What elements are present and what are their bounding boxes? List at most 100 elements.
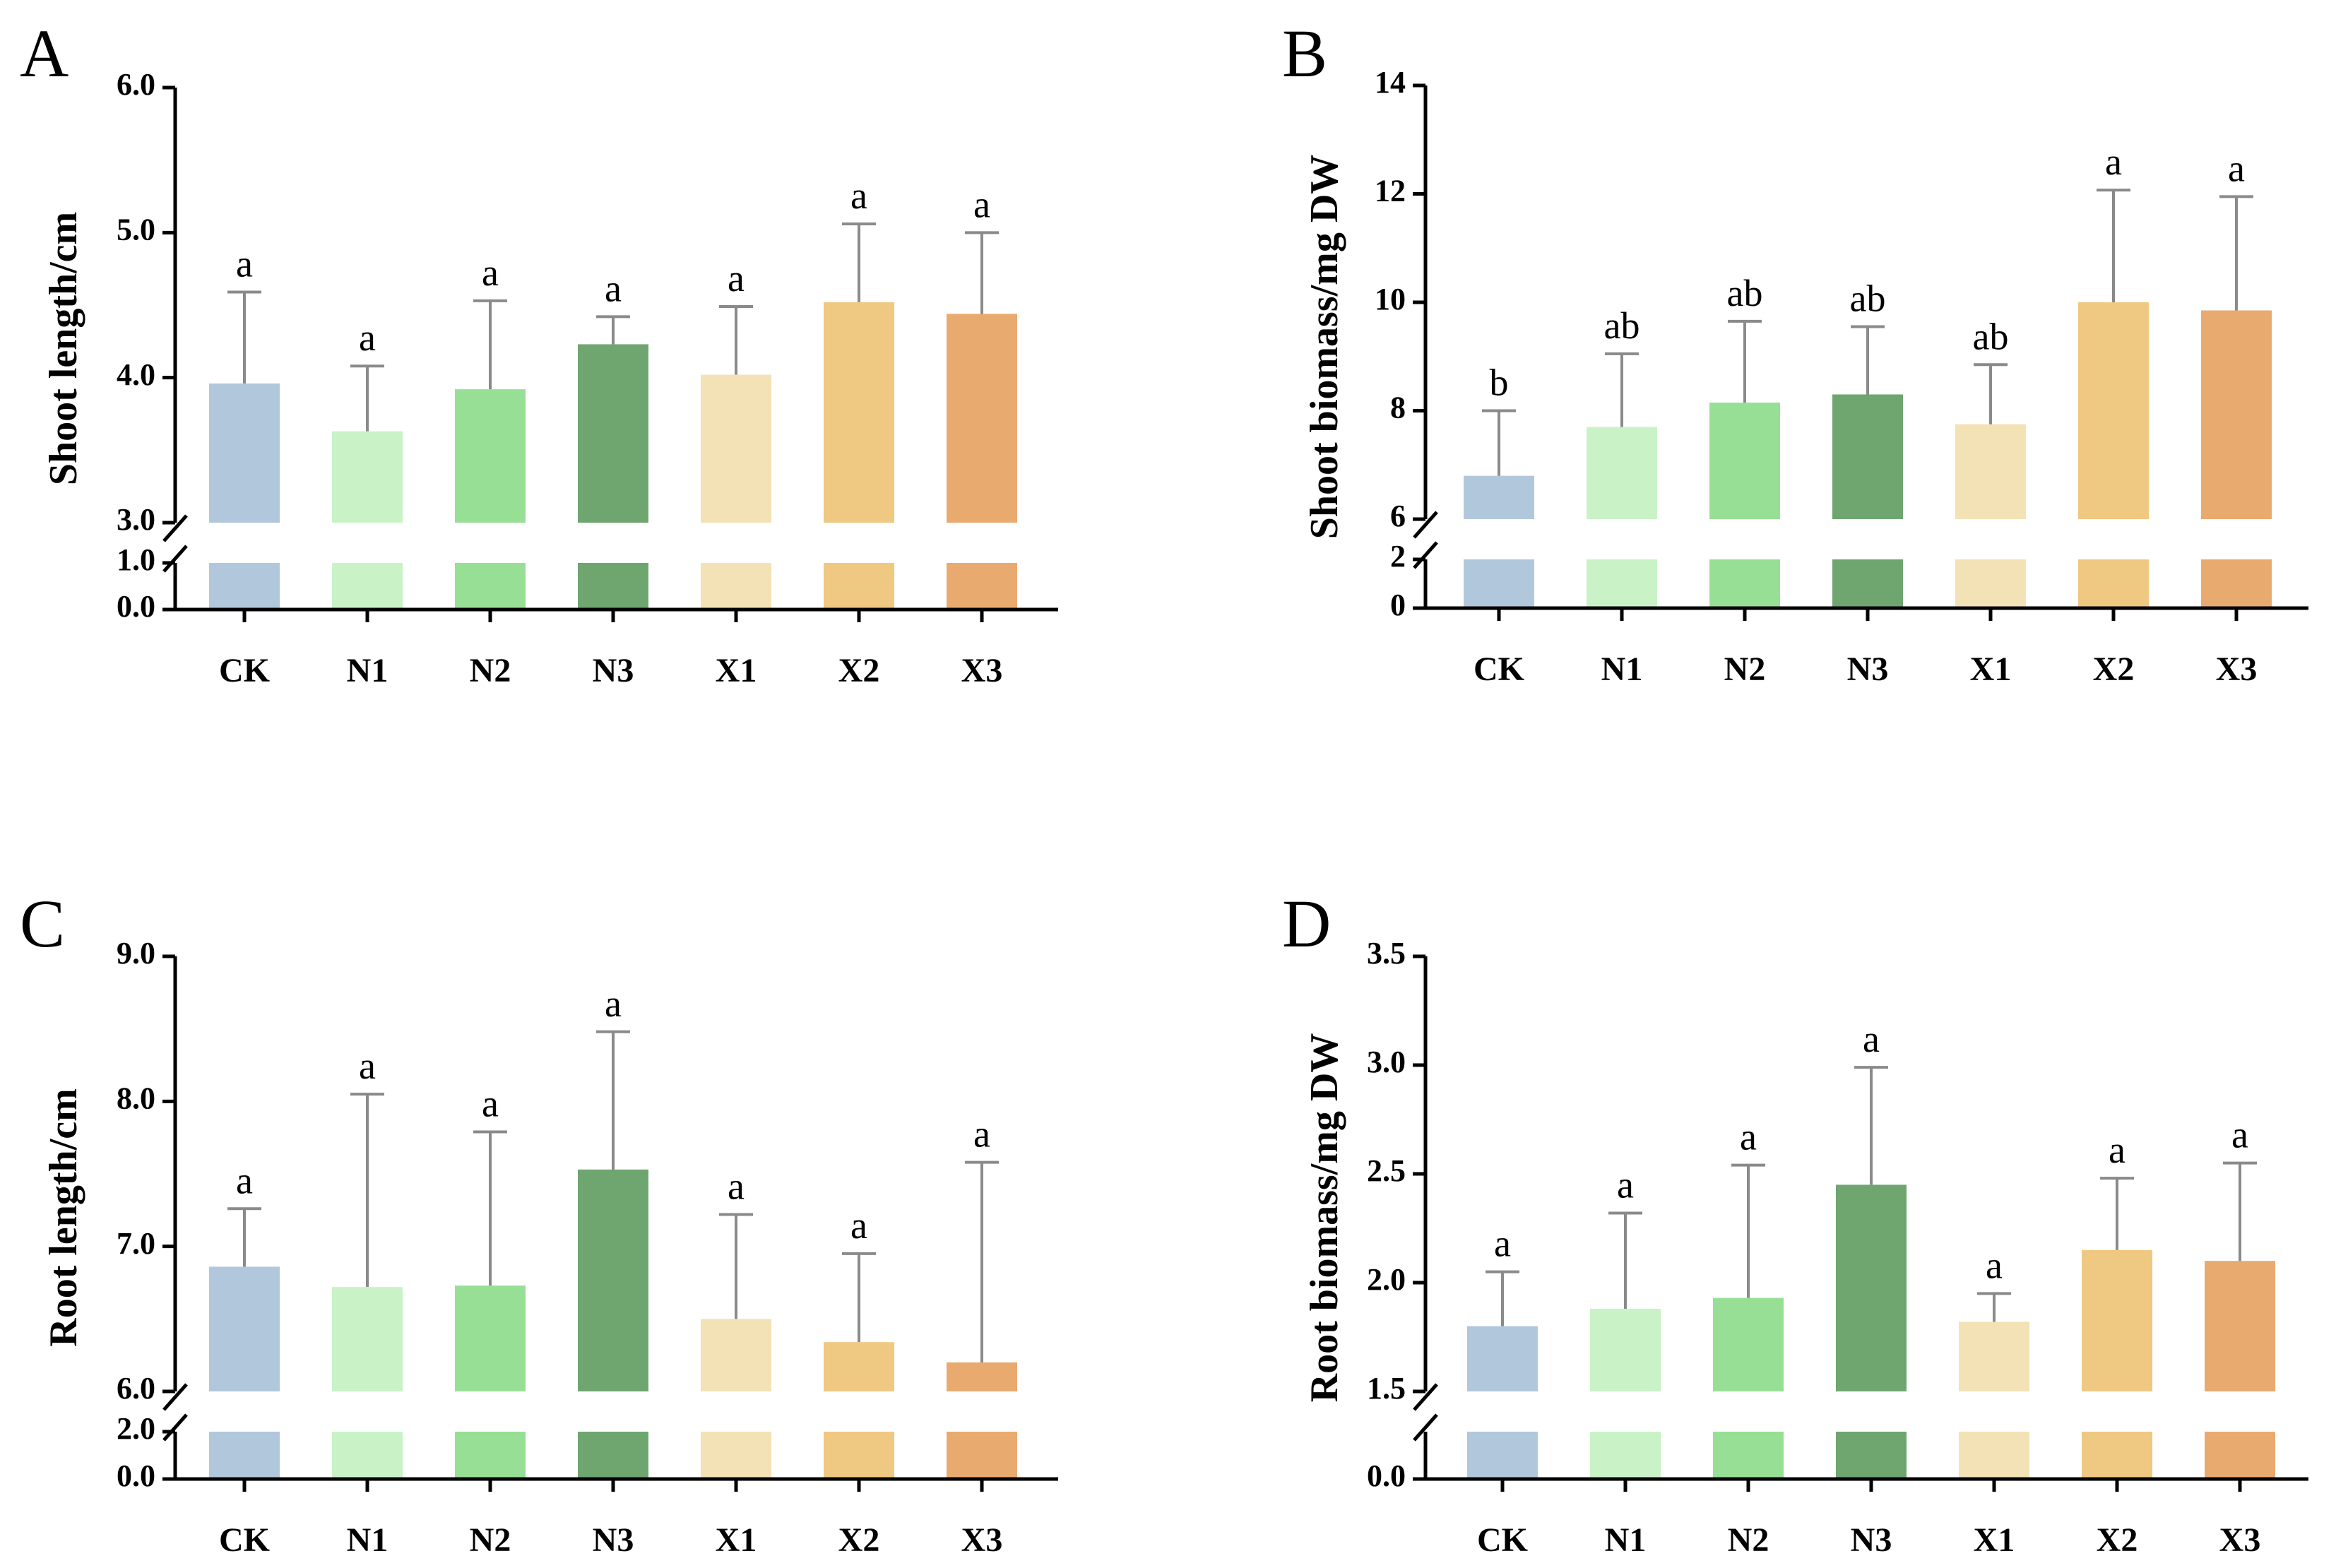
- axis-break: [162, 1383, 188, 1442]
- significance-label: a: [605, 982, 622, 1025]
- bar-n1: [332, 431, 403, 523]
- y-tick-label: 7.0: [117, 1226, 155, 1261]
- error-bar-x2: [2097, 189, 2130, 302]
- category-label-n1: N1: [347, 652, 389, 689]
- y-tick-label: 1.0: [117, 542, 155, 577]
- error-bar-x1: [719, 1213, 753, 1319]
- y-tick-label: 2: [1390, 539, 1406, 574]
- category-label-x3: X3: [961, 1521, 1003, 1559]
- category-label-n2: N2: [1724, 651, 1766, 688]
- significance-label: a: [236, 1159, 253, 1201]
- significance-label: a: [1740, 1116, 1757, 1158]
- error-bar-ck: [1482, 409, 1516, 476]
- y-axis-label: Shoot length/cm: [42, 212, 85, 485]
- bar-n1: [1587, 427, 1657, 519]
- axis-break: [1413, 511, 1438, 569]
- bar-n1: [332, 1287, 403, 1391]
- y-tick-label: 6.0: [117, 1371, 155, 1406]
- error-bar-n3: [596, 1030, 630, 1170]
- bar-n3: [1832, 394, 1903, 519]
- y-tick-label: 1.5: [1367, 1371, 1406, 1406]
- bar-n1-lower: [1590, 1432, 1661, 1479]
- significance-label: a: [973, 183, 990, 225]
- significance-label: a: [1494, 1223, 1511, 1265]
- bar-x1-lower: [701, 563, 771, 610]
- category-label-x2: X2: [838, 1521, 880, 1559]
- significance-label: a: [2228, 147, 2245, 189]
- error-bar-n3: [1851, 325, 1885, 395]
- y-tick-label: 3.0: [117, 502, 155, 537]
- significance-label: a: [482, 1082, 499, 1124]
- chart-panel-c: C Root length/cm a CK a N1 a N2 a N3 a X1 a X2 a X3 6.0 7…: [20, 886, 1058, 1559]
- panel-letter: C: [20, 886, 65, 961]
- y-axis-label: Shoot biomass/mg DW: [1303, 155, 1346, 540]
- bar-ck: [209, 383, 280, 523]
- error-bar-x3: [965, 1160, 999, 1362]
- significance-label: a: [482, 251, 499, 294]
- bar-x3-lower: [2201, 559, 2272, 608]
- error-bar-n2: [1731, 1163, 1765, 1298]
- bar-n1-lower: [332, 563, 403, 610]
- error-bar-n3: [596, 315, 630, 345]
- y-tick-label: 12: [1375, 174, 1406, 208]
- category-label-n1: N1: [1601, 651, 1643, 688]
- bar-x2: [2078, 302, 2149, 519]
- significance-label: a: [2231, 1114, 2248, 1156]
- bar-x3-lower: [947, 563, 1017, 610]
- category-label-x2: X2: [838, 652, 880, 689]
- category-label-n3: N3: [1851, 1521, 1892, 1559]
- bar-n2-lower: [1713, 1432, 1784, 1479]
- bar-ck: [1464, 475, 1534, 519]
- y-tick-label: 14: [1375, 65, 1406, 100]
- category-label-x1: X1: [716, 1521, 757, 1559]
- category-label-x2: X2: [2093, 651, 2135, 688]
- significance-label: a: [973, 1113, 990, 1156]
- category-label-x3: X3: [2216, 651, 2258, 688]
- bar-n3: [578, 1169, 648, 1391]
- bar-x2: [2082, 1249, 2152, 1391]
- error-bar-x2: [842, 222, 876, 302]
- bar-x2-lower: [2078, 559, 2149, 608]
- bar-n2-lower: [455, 1432, 526, 1479]
- category-label-n3: N3: [593, 652, 634, 689]
- bar-x2: [824, 302, 894, 523]
- y-tick-label: 0: [1390, 588, 1406, 622]
- y-tick-label: 0.0: [1367, 1459, 1406, 1493]
- error-bar-ck: [227, 1207, 261, 1267]
- y-tick-label: 9.0: [117, 936, 155, 970]
- y-tick-label: 6: [1390, 499, 1406, 533]
- significance-label: a: [605, 267, 622, 309]
- y-tick-label: 4.0: [117, 357, 155, 392]
- y-tick-label: 2.0: [117, 1411, 155, 1446]
- category-label-ck: CK: [1477, 1521, 1528, 1559]
- error-bar-x1: [1974, 363, 2008, 424]
- bar-ck-lower: [1464, 559, 1534, 608]
- bar-n3: [578, 344, 648, 523]
- significance-label: ab: [1973, 315, 2009, 357]
- significance-label: ab: [1604, 304, 1640, 347]
- category-label-n3: N3: [593, 1521, 634, 1559]
- bar-ck: [1467, 1326, 1538, 1391]
- bar-x2-lower: [824, 563, 894, 610]
- category-label-x1: X1: [716, 652, 757, 689]
- error-bar-x2: [842, 1252, 876, 1343]
- error-bar-ck: [1486, 1270, 1519, 1326]
- bar-n1: [1590, 1308, 1661, 1391]
- error-bar-n2: [473, 299, 507, 390]
- significance-label: ab: [1850, 278, 1886, 320]
- significance-label: a: [1986, 1244, 2003, 1286]
- bar-n2: [1709, 402, 1780, 519]
- error-bar-x2: [2100, 1177, 2134, 1250]
- error-bar-n2: [473, 1130, 507, 1286]
- bar-x3: [2205, 1261, 2275, 1391]
- bar-x3-lower: [2205, 1432, 2275, 1479]
- bar-n1-lower: [1587, 559, 1657, 608]
- bar-x1-lower: [1955, 559, 2026, 608]
- bar-n3-lower: [578, 1432, 648, 1479]
- bar-n2-lower: [455, 563, 526, 610]
- significance-label: a: [2109, 1129, 2125, 1171]
- bar-x3: [2201, 310, 2272, 519]
- significance-label: a: [728, 1165, 745, 1207]
- category-label-ck: CK: [219, 652, 270, 689]
- y-axis-label: Root length/cm: [42, 1088, 85, 1347]
